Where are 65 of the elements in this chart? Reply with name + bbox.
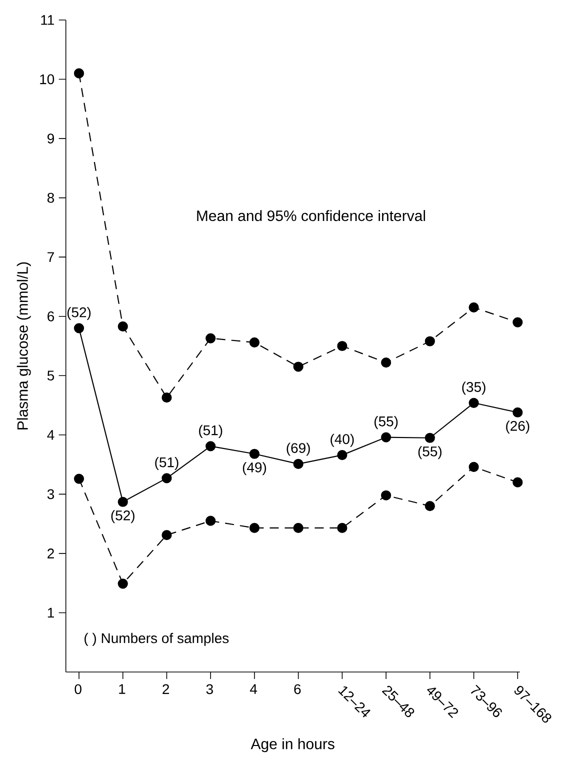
annotation: (52) [111, 510, 134, 524]
y-tick-label: 3 [47, 489, 54, 500]
y-tick-label: 11 [41, 15, 54, 25]
point [249, 337, 260, 348]
point [206, 441, 216, 452]
y-tick-label: 9 [48, 134, 54, 144]
point [162, 530, 172, 540]
x-tick-label: 2 [162, 684, 170, 694]
point [512, 317, 523, 328]
y-tick-label: 5 [47, 370, 54, 381]
point [74, 474, 84, 484]
x-tick-label: 0 [74, 684, 82, 694]
annotation: (26) [506, 420, 530, 434]
point [337, 450, 348, 460]
point [118, 578, 128, 589]
y-tick-label: 1 [48, 608, 54, 618]
point [206, 516, 216, 526]
point [512, 407, 523, 418]
y-tick-label: 4 [47, 430, 54, 440]
point [468, 302, 479, 313]
point [74, 323, 84, 334]
y-tick-label: 8 [47, 192, 54, 203]
annotation: (55) [418, 446, 442, 460]
point [249, 522, 260, 534]
point [381, 358, 392, 368]
point [162, 473, 172, 484]
annotation: (69) [286, 442, 310, 456]
y-tick-label: 7 [48, 252, 54, 262]
annotation: (51) [199, 424, 222, 438]
point [249, 448, 260, 459]
x-tick-label: 1 [119, 684, 126, 694]
annotation: (35) [462, 382, 486, 395]
point [118, 496, 128, 507]
point [424, 336, 435, 346]
x-tick-label: 3 [206, 684, 213, 694]
annotation: (40) [330, 434, 354, 447]
y-tick-label: 10 [40, 74, 54, 84]
annotation: (49) [242, 462, 266, 476]
point [512, 477, 523, 488]
annotation: (51) [155, 456, 178, 470]
point [162, 392, 172, 403]
point [424, 432, 435, 443]
annotation: (55) [374, 416, 398, 430]
annotation: Mean and 95% confidence interval [197, 210, 426, 222]
point [424, 500, 435, 512]
y-axis-title: Plasma glucose (mmol/L) [16, 262, 31, 430]
point [468, 462, 479, 472]
point [337, 522, 348, 534]
point [74, 68, 84, 78]
y-tick-label: 6 [48, 311, 54, 322]
point [337, 340, 348, 352]
point [293, 458, 304, 469]
x-tick-label: 6 [294, 684, 301, 694]
annotation: (52) [67, 306, 91, 320]
x-tick-label: 4 [250, 684, 258, 694]
annotation: ( ) Numbers of samples [84, 632, 229, 646]
point [381, 432, 392, 442]
point [118, 321, 128, 332]
point [381, 490, 392, 500]
y-tick-label: 2 [48, 548, 54, 558]
point [206, 333, 216, 344]
point [293, 362, 304, 372]
point [468, 398, 479, 408]
point [293, 522, 304, 534]
x-axis-title: Age in hours [250, 738, 334, 752]
